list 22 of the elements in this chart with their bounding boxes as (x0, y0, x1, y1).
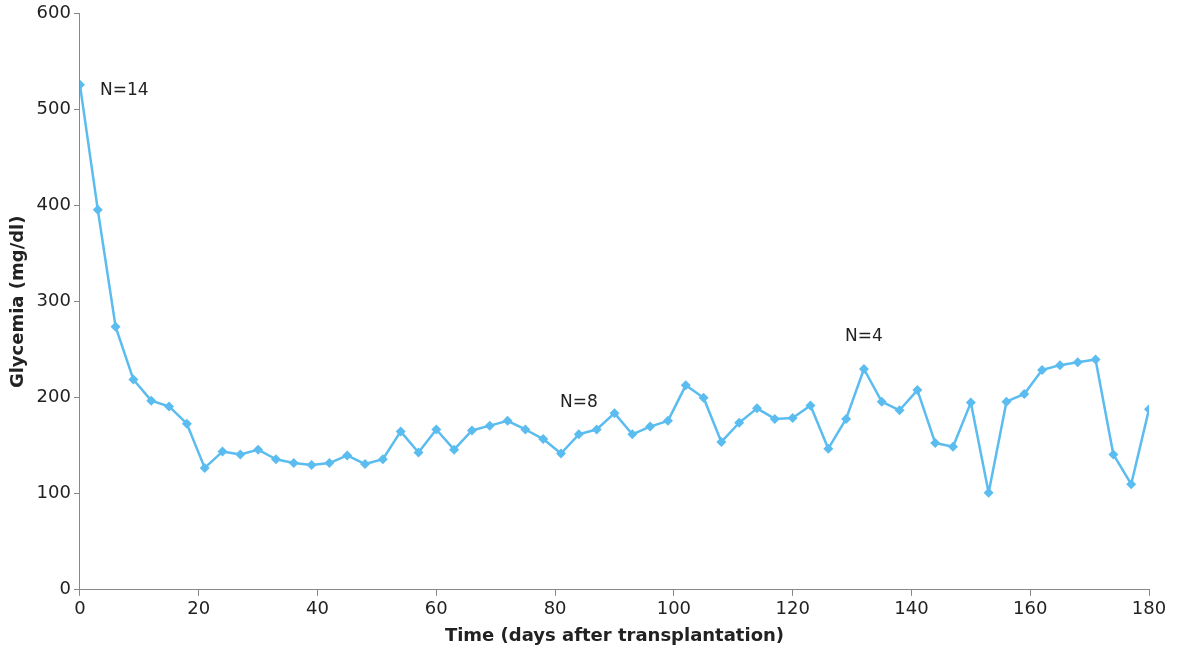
annotation: N=14 (99, 79, 149, 100)
y-tick-label: 200 (36, 385, 71, 407)
y-tick-label: 500 (36, 97, 71, 119)
x-tick-label: 140 (894, 597, 929, 619)
x-tick-label: 180 (1131, 597, 1167, 619)
y-tick-label: 300 (36, 289, 71, 311)
x-tick-label: 80 (543, 597, 567, 619)
x-tick-label: 100 (656, 597, 692, 619)
y-tick-label: 600 (36, 1, 71, 23)
y-axis-title: Glycemia (mg/dl) (6, 215, 28, 389)
x-tick-label: 40 (306, 597, 329, 619)
x-tick-label: 160 (1013, 597, 1048, 619)
y-tick-label: 100 (36, 481, 71, 503)
y-tick-label: 400 (36, 193, 71, 215)
annotation: N=8 (559, 390, 598, 411)
x-tick-label: 120 (775, 597, 810, 619)
x-tick-label: 0 (74, 597, 86, 619)
x-tick-label: 60 (424, 597, 448, 619)
annotation: N=4 (845, 325, 883, 346)
x-tick-label: 20 (187, 597, 211, 619)
x-axis-title: Time (days after transplantation) (444, 623, 785, 645)
y-tick-label: 0 (59, 577, 71, 599)
